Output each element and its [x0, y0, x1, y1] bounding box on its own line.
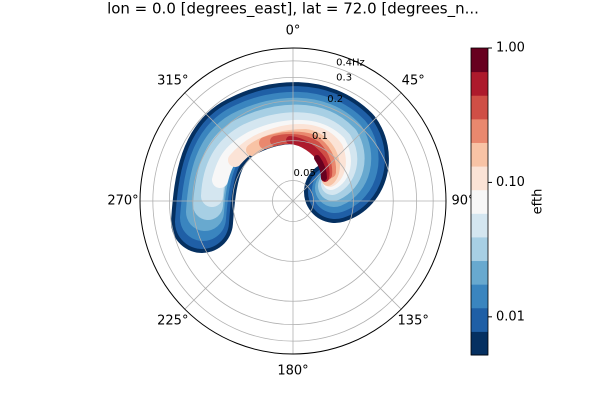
r-tick-label: 0.3: [336, 73, 352, 84]
polar-frame: [139, 47, 447, 355]
colorbar-frame: [470, 47, 489, 356]
colorbar-tick-label: 0.10: [496, 175, 525, 190]
spectrum-field: [171, 82, 389, 253]
colorbar-level: [471, 260, 488, 285]
colorbar-level: [471, 331, 488, 356]
theta-grid-line: [292, 92, 402, 202]
colorbar-level: [471, 307, 488, 332]
theta-grid-line: [184, 92, 294, 202]
colorbar-tick-label: 0.01: [496, 309, 525, 324]
r-tick-label: 0.05: [294, 168, 316, 179]
theta-tick-label: 90°: [451, 194, 474, 209]
r-tick-label: 0.2: [327, 94, 343, 105]
theta-grid-line: [292, 200, 402, 310]
colorbar-level: [471, 95, 488, 120]
theta-tick-label: 180°: [277, 364, 308, 379]
theta-tick-label: 270°: [107, 194, 138, 209]
theta-tick-label: 135°: [398, 314, 429, 329]
theta-tick-label: 225°: [157, 314, 188, 329]
colorbar-tick-label: 1.00: [496, 41, 525, 56]
colorbar-label: efth: [531, 189, 546, 215]
theta-tick-label: 45°: [402, 73, 425, 88]
r-tick-label: 0.1: [312, 131, 328, 142]
colorbar-level: [471, 284, 488, 309]
chart-title: lon = 0.0 [degrees_east], lat = 72.0 [de…: [107, 0, 479, 19]
colorbar-level: [471, 118, 488, 143]
colorbar-level: [471, 48, 488, 73]
colorbar-level: [471, 236, 488, 262]
colorbar-level: [471, 71, 488, 96]
theta-tick-label: 315°: [157, 73, 188, 88]
colorbar-level: [471, 213, 488, 238]
theta-tick-label: 0°: [286, 24, 301, 39]
colorbar-level: [471, 166, 488, 191]
theta-grid-line: [184, 200, 294, 310]
r-tick-label: 0.4Hz: [336, 57, 365, 68]
colorbar-level: [471, 142, 488, 167]
colorbar-level: [471, 189, 488, 214]
